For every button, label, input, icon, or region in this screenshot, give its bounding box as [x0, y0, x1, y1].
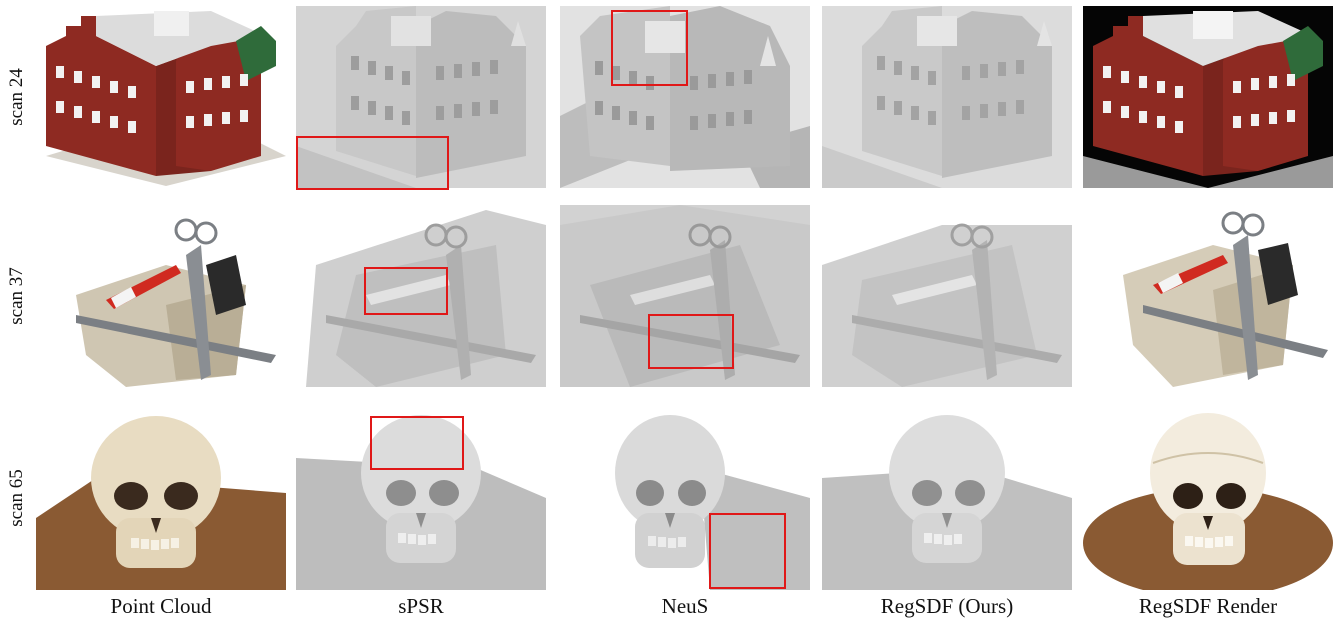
- row-label-scan-37: scan 37: [6, 267, 28, 325]
- building-neus-mesh: [560, 6, 810, 188]
- skull-neus-mesh: [560, 408, 810, 590]
- cell-scan65-render: [1083, 408, 1333, 590]
- tools-neus-mesh: [560, 205, 810, 387]
- skull-pointcloud-image: [36, 416, 286, 590]
- tools-render-image: [1123, 211, 1328, 387]
- highlight-box: [370, 416, 464, 470]
- cell-scan65-neus: [560, 408, 810, 590]
- cell-scan24-neus: [560, 6, 810, 188]
- cell-scan37-point-cloud: [36, 205, 286, 387]
- cell-scan37-neus: [560, 205, 810, 387]
- column-label-point-cloud: Point Cloud: [110, 594, 212, 618]
- building-render-image: [1083, 6, 1333, 188]
- column-label-regsdf-render: RegSDF Render: [1138, 594, 1278, 618]
- cell-scan37-regsdf: [822, 205, 1072, 387]
- skull-spsr-mesh: [296, 408, 546, 590]
- cell-scan24-point-cloud: [36, 6, 286, 188]
- tools-regsdf-mesh: [822, 205, 1072, 387]
- highlight-box: [296, 136, 449, 190]
- tools-spsr-mesh: [296, 205, 546, 387]
- cell-scan37-spsr: [296, 205, 546, 387]
- cell-scan24-regsdf: [822, 6, 1072, 188]
- column-label-regsdf: RegSDF (Ours): [880, 594, 1014, 618]
- highlight-box: [709, 513, 786, 589]
- skull-render-image: [1083, 413, 1333, 590]
- cell-scan24-spsr: [296, 6, 546, 188]
- column-label-neus: NeuS: [661, 594, 709, 618]
- cell-scan37-render: [1083, 205, 1333, 387]
- highlight-box: [648, 314, 734, 369]
- highlight-box: [364, 267, 448, 315]
- building-regsdf-mesh: [822, 6, 1072, 188]
- building-pointcloud-image: [46, 11, 286, 186]
- building-spsr-mesh: [296, 6, 546, 188]
- tools-pointcloud-image: [76, 218, 276, 387]
- cell-scan65-spsr: [296, 408, 546, 590]
- highlight-box: [611, 10, 688, 86]
- cell-scan65-regsdf: [822, 408, 1072, 590]
- cell-scan24-render: [1083, 6, 1333, 188]
- row-label-scan-24: scan 24: [6, 68, 28, 126]
- cell-scan65-point-cloud: [36, 408, 286, 590]
- column-label-spsr: sPSR: [398, 594, 444, 618]
- row-label-scan-65: scan 65: [6, 469, 28, 527]
- skull-regsdf-mesh: [822, 408, 1072, 590]
